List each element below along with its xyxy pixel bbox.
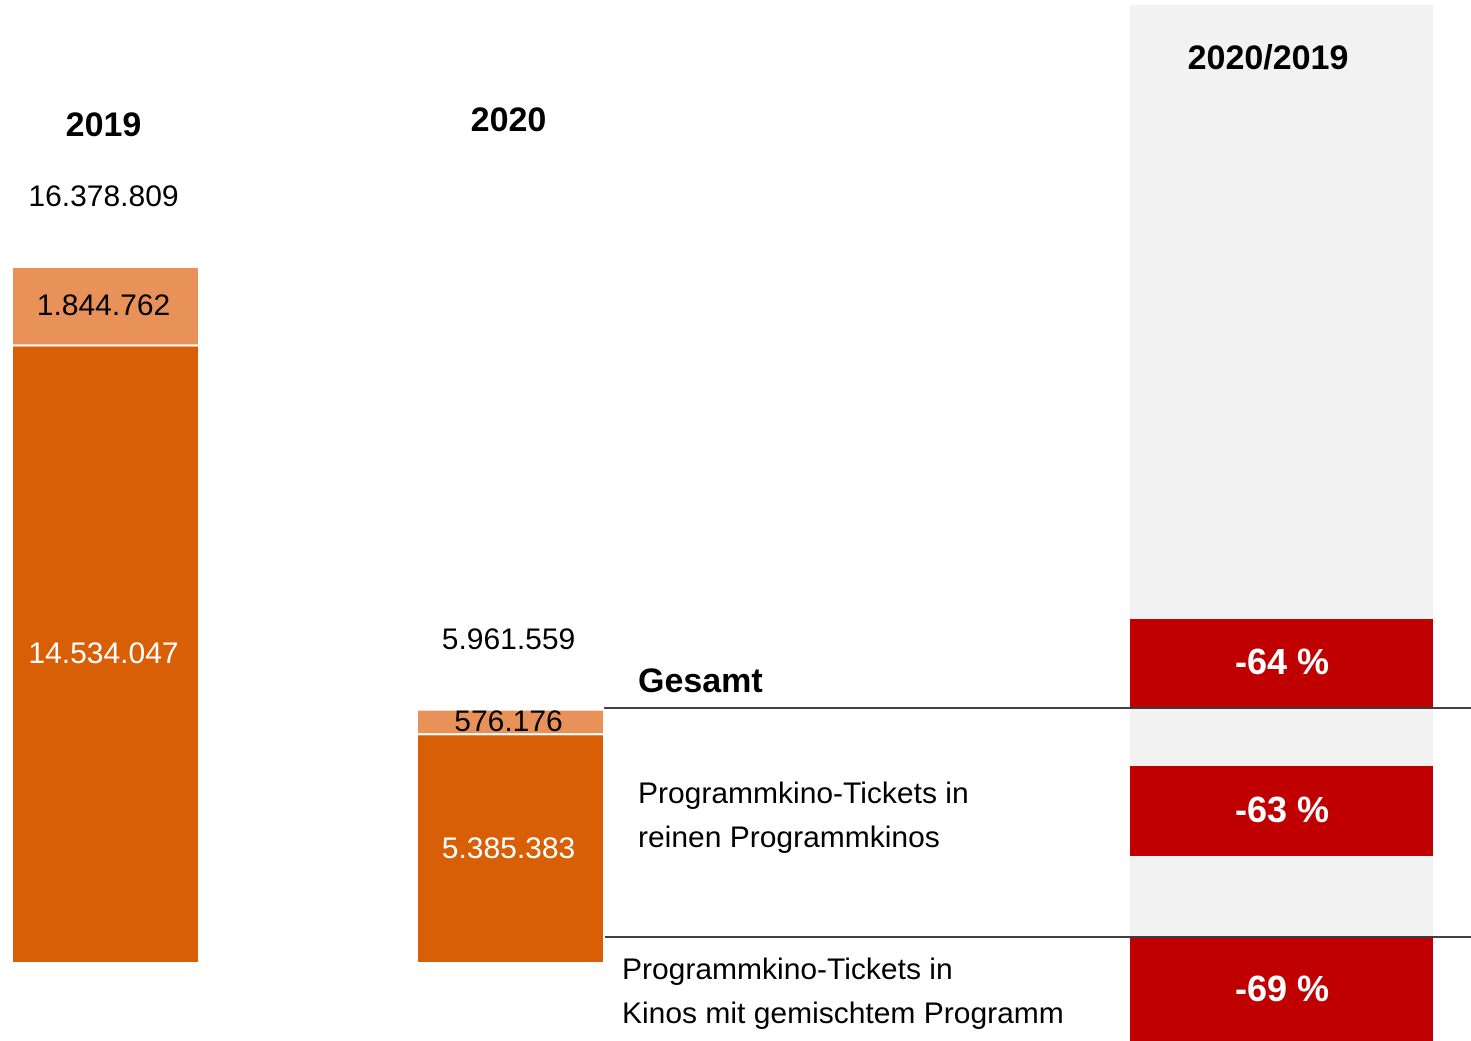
legend-label: Programmkino-Tickets in Kinos mit gemisc…	[622, 953, 1064, 1030]
change-label: -64 %	[1234, 641, 1330, 682]
value-label: 576.176	[454, 704, 563, 738]
change-box	[1130, 938, 1433, 1041]
value-label: 1.844.762	[36, 289, 171, 323]
bar-segment	[11, 266, 200, 347]
value-label: 5.385.383	[441, 831, 576, 865]
change-label: -63 %	[1234, 789, 1330, 830]
legend-total: Gesamt	[638, 662, 763, 700]
change-column	[1130, 5, 1433, 1041]
category-label: 2020	[470, 100, 547, 139]
bar-segment	[416, 733, 605, 964]
change-box	[1130, 619, 1433, 707]
total-label: 16.378.809	[28, 180, 179, 213]
legend-label: Programmkino-Tickets in reinen Programmk…	[638, 777, 969, 854]
value-label: 14.534.047	[28, 637, 179, 671]
bar-segment	[416, 708, 605, 736]
change-label: -69 %	[1234, 968, 1330, 1009]
total-label: 5.961.559	[441, 622, 576, 656]
change-title: 2020/2019	[1187, 39, 1349, 77]
category-label: 2019	[65, 106, 142, 144]
bar-segment	[11, 344, 200, 965]
change-box	[1130, 766, 1433, 856]
